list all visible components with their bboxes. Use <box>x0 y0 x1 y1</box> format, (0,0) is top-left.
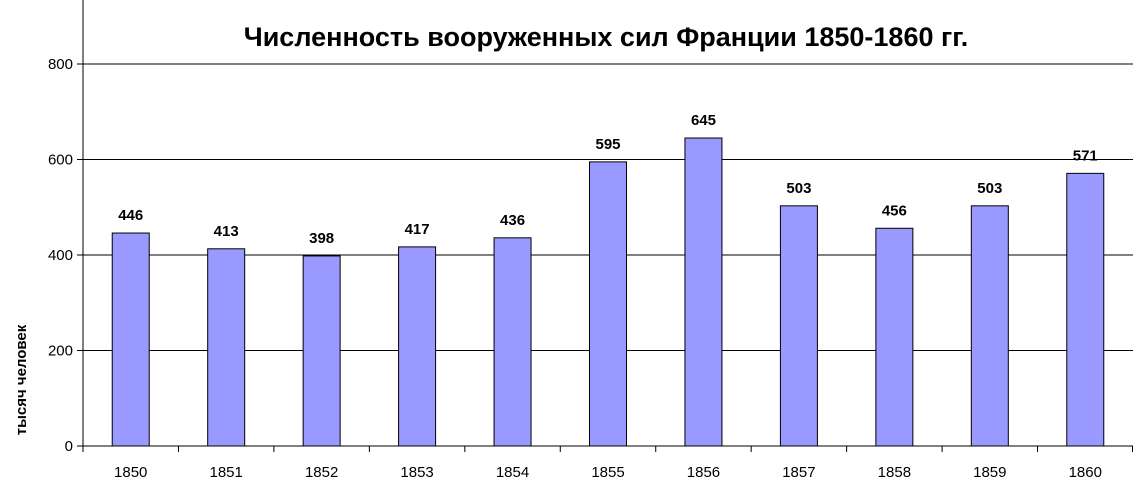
bar-1853 <box>398 246 437 447</box>
data-label-1850: 446 <box>118 207 143 224</box>
bar-1859 <box>970 205 1009 447</box>
bar-1856 <box>684 137 723 447</box>
data-label-1853: 417 <box>405 221 430 238</box>
bar-1857 <box>779 205 818 447</box>
data-label-1854: 436 <box>500 212 525 229</box>
bar-1851 <box>207 248 246 447</box>
x-tick-label-1853: 1853 <box>400 464 433 481</box>
x-tick-label-1855: 1855 <box>591 464 624 481</box>
bar-1860 <box>1066 172 1105 447</box>
bar-1850 <box>111 232 150 447</box>
x-tick-label-1854: 1854 <box>496 464 529 481</box>
bar-1855 <box>589 161 627 447</box>
y-tick-label: 600 <box>48 152 73 169</box>
data-label-1858: 456 <box>882 202 907 219</box>
data-label-1860: 571 <box>1073 147 1098 164</box>
bar-1852 <box>302 255 341 447</box>
x-tick-label-1850: 1850 <box>114 464 147 481</box>
y-tick-label: 0 <box>65 438 73 455</box>
x-tick-label-1852: 1852 <box>305 464 338 481</box>
data-label-1859: 503 <box>977 180 1002 197</box>
data-label-1852: 398 <box>309 230 334 247</box>
bar-1858 <box>875 227 914 447</box>
data-label-1851: 413 <box>214 223 239 240</box>
x-tick-label-1856: 1856 <box>687 464 720 481</box>
x-tick-label-1858: 1858 <box>878 464 911 481</box>
y-tick-label: 800 <box>48 56 73 73</box>
labels: 0 200 400 600 800 446 1850 413 1851 398 1852 417 185… <box>48 56 1102 481</box>
data-label-1856: 645 <box>691 112 716 129</box>
axes <box>77 0 1133 452</box>
bar-1854 <box>493 237 532 447</box>
x-tick-label-1857: 1857 <box>782 464 815 481</box>
y-axis-label: тысяч человек <box>13 324 30 435</box>
chart-title: Численность вооруженных сил Франции 1850… <box>244 22 969 52</box>
y-tick-label: 200 <box>48 343 73 360</box>
y-tick-label: 400 <box>48 247 73 264</box>
bars <box>111 137 1105 447</box>
x-tick-label-1851: 1851 <box>209 464 242 481</box>
data-label-1855: 595 <box>595 136 620 153</box>
x-tick-label-1860: 1860 <box>1069 464 1102 481</box>
x-tick-label-1859: 1859 <box>973 464 1006 481</box>
data-label-1857: 503 <box>786 180 811 197</box>
